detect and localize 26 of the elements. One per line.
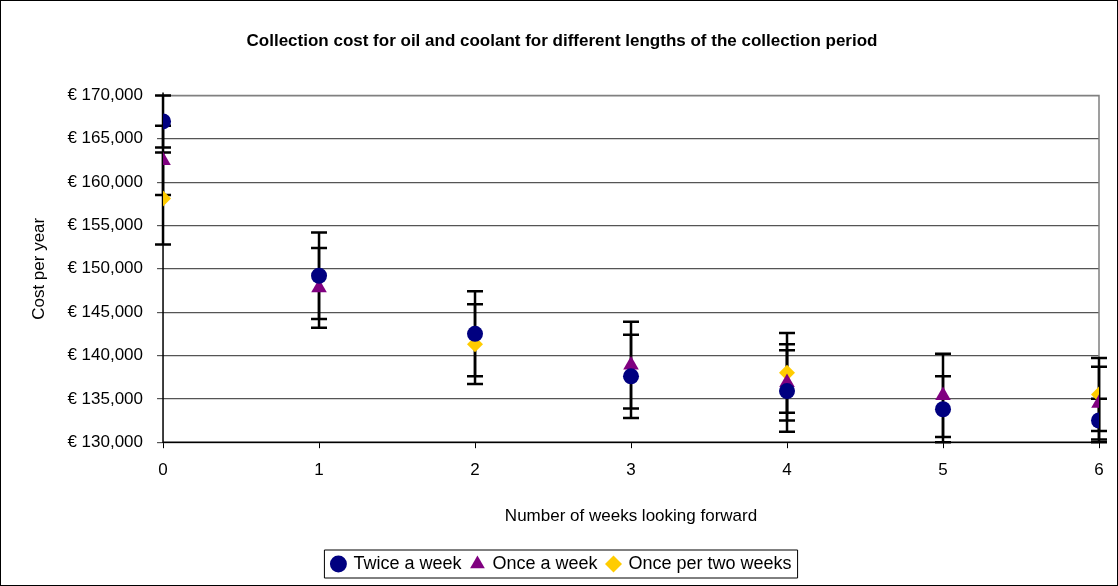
legend-label: Once a week [492, 552, 599, 573]
point [779, 383, 796, 400]
legend-label: Twice a week [353, 552, 463, 573]
y-tick-label: € 165,000 [67, 128, 144, 148]
y-tick-label: € 130,000 [67, 431, 144, 451]
x-tick-label: 6 [1094, 460, 1104, 480]
point [623, 356, 639, 370]
y-tick-label: € 160,000 [67, 171, 144, 191]
x-tick-label: 0 [158, 460, 168, 480]
y-tick-label: € 145,000 [67, 301, 144, 321]
x-tick-label: 4 [782, 460, 792, 480]
y-tick-label: € 155,000 [67, 215, 144, 235]
x-tick-label: 2 [470, 460, 480, 480]
x-tick-label: 3 [626, 460, 636, 480]
legend-label: Once per two weeks [628, 552, 792, 573]
point [467, 325, 484, 342]
chart-title: Collection cost for oil and coolant for different lengths of the collection period [246, 30, 878, 50]
y-tick-label: € 140,000 [67, 345, 144, 365]
y-tick-label: € 150,000 [67, 258, 144, 278]
y-tick-label: € 170,000 [67, 85, 144, 105]
y-tick-label: € 135,000 [67, 388, 144, 408]
x-axis-title: Number of weeks looking forward [504, 506, 758, 526]
x-tick-label: 1 [314, 460, 324, 480]
x-tick-label: 5 [938, 460, 948, 480]
y-axis-title: Cost per year [28, 217, 48, 320]
point [623, 368, 640, 385]
